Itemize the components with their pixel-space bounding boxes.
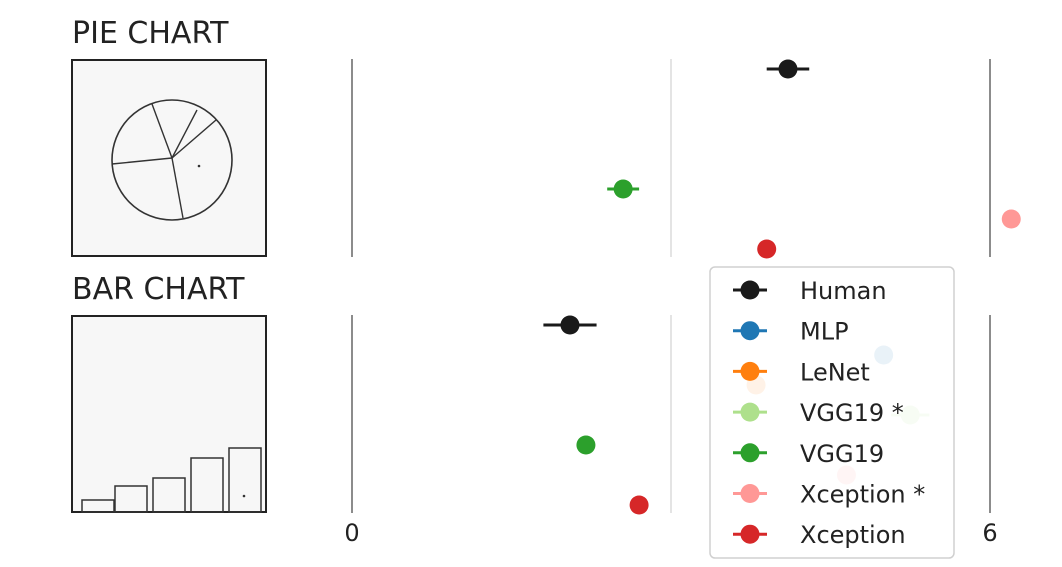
legend-label: Human (800, 277, 887, 305)
thumb-pie-divider (151, 103, 173, 159)
legend-marker (740, 443, 760, 463)
thumb-bar (228, 447, 262, 513)
thumb-bar (190, 457, 224, 513)
legend-label: LeNet (800, 358, 870, 386)
legend-label: Xception * (800, 481, 925, 509)
thumb-pie-outline (111, 99, 233, 221)
data-point (629, 495, 649, 515)
thumb-bar (114, 485, 148, 513)
legend-marker (740, 280, 760, 300)
thumb-pie-divider (171, 119, 217, 159)
thumb-bar (81, 499, 115, 513)
thumb-pie-dot (197, 164, 201, 168)
panel-title: PIE CHART (72, 16, 229, 51)
x-tick-label: 6 (982, 519, 997, 547)
legend-label: MLP (800, 318, 849, 346)
legend-label: VGG19 * (800, 399, 904, 427)
data-point (560, 315, 580, 335)
x-tick-label: 0 (344, 519, 359, 547)
thumbnail-frame (71, 315, 267, 513)
legend-marker (740, 524, 760, 544)
thumb-bar (152, 477, 186, 513)
legend-marker (740, 402, 760, 422)
legend-label: Xception (800, 521, 906, 549)
thumb-pie-divider (111, 157, 173, 165)
thumb-pie-divider (171, 109, 198, 159)
data-point (613, 179, 633, 199)
data-point (576, 435, 596, 455)
panel-pie: PIE CHART (71, 16, 1021, 259)
thumb-pie-divider (171, 157, 184, 219)
legend: Human MLP LeNet VGG19 * VGG19 Xception * Xcept… (709, 266, 955, 559)
legend-label: VGG19 (800, 440, 884, 468)
data-point (778, 59, 798, 79)
legend-marker (740, 361, 760, 381)
panel-title: BAR CHART (72, 272, 245, 307)
thumb-bar-dot (242, 494, 246, 498)
legend-frame (709, 266, 955, 559)
data-point (1001, 209, 1021, 229)
data-point (757, 239, 777, 259)
legend-marker (740, 484, 760, 503)
legend-marker (740, 321, 760, 341)
